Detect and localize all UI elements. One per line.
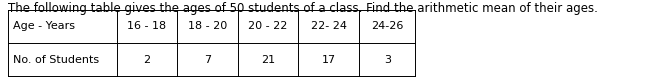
Text: 24-26: 24-26 bbox=[371, 21, 403, 31]
Text: 17: 17 bbox=[322, 55, 336, 65]
Text: 7: 7 bbox=[204, 55, 211, 65]
Text: 21: 21 bbox=[261, 55, 275, 65]
Text: No. of Students: No. of Students bbox=[13, 55, 100, 65]
Text: 20 - 22: 20 - 22 bbox=[249, 21, 288, 31]
Text: The following table gives the ages of 50 students of a class. Find the arithmeti: The following table gives the ages of 50… bbox=[8, 2, 598, 15]
Text: 18 - 20: 18 - 20 bbox=[188, 21, 227, 31]
Text: 3: 3 bbox=[384, 55, 391, 65]
Text: 16 - 18: 16 - 18 bbox=[127, 21, 167, 31]
Text: 2: 2 bbox=[143, 55, 151, 65]
Text: 22- 24: 22- 24 bbox=[311, 21, 346, 31]
Text: Age - Years: Age - Years bbox=[13, 21, 76, 31]
